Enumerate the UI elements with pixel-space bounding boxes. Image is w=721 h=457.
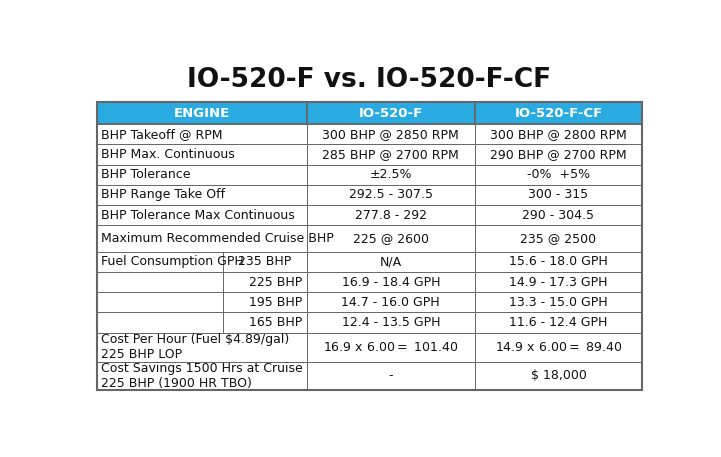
Text: 12.4 - 13.5 GPH: 12.4 - 13.5 GPH <box>342 316 440 329</box>
FancyBboxPatch shape <box>97 185 307 205</box>
FancyBboxPatch shape <box>307 205 474 225</box>
FancyBboxPatch shape <box>474 102 642 124</box>
FancyBboxPatch shape <box>307 185 474 205</box>
Text: IO-520-F: IO-520-F <box>358 107 423 120</box>
Text: $ 18,000: $ 18,000 <box>531 369 586 383</box>
Text: BHP Tolerance: BHP Tolerance <box>101 168 191 181</box>
Text: Fuel Consumption GPH: Fuel Consumption GPH <box>101 255 244 268</box>
FancyBboxPatch shape <box>97 205 307 225</box>
FancyBboxPatch shape <box>97 272 307 292</box>
FancyBboxPatch shape <box>97 225 307 252</box>
Text: 225 BHP: 225 BHP <box>249 276 302 288</box>
Text: BHP Takeoff @ RPM: BHP Takeoff @ RPM <box>101 128 223 141</box>
FancyBboxPatch shape <box>474 313 642 333</box>
Text: 292.5 - 307.5: 292.5 - 307.5 <box>349 188 433 202</box>
Text: ENGINE: ENGINE <box>174 107 230 120</box>
Text: 300 - 315: 300 - 315 <box>528 188 588 202</box>
FancyBboxPatch shape <box>474 144 642 165</box>
FancyBboxPatch shape <box>97 102 307 124</box>
FancyBboxPatch shape <box>97 144 307 165</box>
Text: 16.9 - 18.4 GPH: 16.9 - 18.4 GPH <box>342 276 440 288</box>
FancyBboxPatch shape <box>474 272 642 292</box>
FancyBboxPatch shape <box>307 292 474 313</box>
Text: 195 BHP: 195 BHP <box>249 296 302 309</box>
Text: 277.8 - 292: 277.8 - 292 <box>355 209 427 222</box>
Text: 14.9 x $6.00 = $ 89.40: 14.9 x $6.00 = $ 89.40 <box>495 340 622 354</box>
Text: 235 @ 2500: 235 @ 2500 <box>521 232 596 245</box>
Text: 14.7 - 16.0 GPH: 14.7 - 16.0 GPH <box>342 296 440 309</box>
FancyBboxPatch shape <box>307 313 474 333</box>
Text: BHP Max. Continuous: BHP Max. Continuous <box>101 148 235 161</box>
FancyBboxPatch shape <box>474 205 642 225</box>
Text: ±2.5%: ±2.5% <box>370 168 412 181</box>
FancyBboxPatch shape <box>307 252 474 272</box>
FancyBboxPatch shape <box>474 124 642 144</box>
FancyBboxPatch shape <box>474 185 642 205</box>
FancyBboxPatch shape <box>307 124 474 144</box>
Text: 165 BHP: 165 BHP <box>249 316 302 329</box>
FancyBboxPatch shape <box>307 102 474 124</box>
FancyBboxPatch shape <box>97 252 307 272</box>
Text: IO-520-F vs. IO-520-F-CF: IO-520-F vs. IO-520-F-CF <box>187 67 552 93</box>
FancyBboxPatch shape <box>307 272 474 292</box>
Text: 11.6 - 12.4 GPH: 11.6 - 12.4 GPH <box>509 316 608 329</box>
FancyBboxPatch shape <box>307 225 474 252</box>
FancyBboxPatch shape <box>474 361 642 390</box>
FancyBboxPatch shape <box>307 333 474 361</box>
Text: IO-520-F-CF: IO-520-F-CF <box>514 107 603 120</box>
FancyBboxPatch shape <box>307 165 474 185</box>
Text: 16.9 x $6.00 = $ 101.40: 16.9 x $6.00 = $ 101.40 <box>323 340 459 354</box>
FancyBboxPatch shape <box>474 252 642 272</box>
FancyBboxPatch shape <box>474 292 642 313</box>
FancyBboxPatch shape <box>97 361 307 390</box>
Text: -0%  +5%: -0% +5% <box>527 168 590 181</box>
Text: 300 BHP @ 2800 RPM: 300 BHP @ 2800 RPM <box>490 128 627 141</box>
Text: 290 - 304.5: 290 - 304.5 <box>523 209 595 222</box>
FancyBboxPatch shape <box>474 333 642 361</box>
Text: 225 @ 2600: 225 @ 2600 <box>353 232 429 245</box>
Text: Maximum Recommended Cruise BHP: Maximum Recommended Cruise BHP <box>101 232 334 245</box>
Text: 285 BHP @ 2700 RPM: 285 BHP @ 2700 RPM <box>322 148 459 161</box>
Text: -: - <box>389 369 393 383</box>
Text: 235 BHP: 235 BHP <box>238 255 291 268</box>
Text: BHP Tolerance Max Continuous: BHP Tolerance Max Continuous <box>101 209 295 222</box>
FancyBboxPatch shape <box>97 333 307 361</box>
Text: 14.9 - 17.3 GPH: 14.9 - 17.3 GPH <box>509 276 608 288</box>
Text: 290 BHP @ 2700 RPM: 290 BHP @ 2700 RPM <box>490 148 627 161</box>
Text: 15.6 - 18.0 GPH: 15.6 - 18.0 GPH <box>509 255 608 268</box>
Text: BHP Range Take Off: BHP Range Take Off <box>101 188 226 202</box>
FancyBboxPatch shape <box>97 165 307 185</box>
FancyBboxPatch shape <box>97 124 307 144</box>
Text: 13.3 - 15.0 GPH: 13.3 - 15.0 GPH <box>509 296 608 309</box>
FancyBboxPatch shape <box>97 313 307 333</box>
FancyBboxPatch shape <box>307 144 474 165</box>
Text: 300 BHP @ 2850 RPM: 300 BHP @ 2850 RPM <box>322 128 459 141</box>
FancyBboxPatch shape <box>474 225 642 252</box>
FancyBboxPatch shape <box>97 292 307 313</box>
FancyBboxPatch shape <box>474 165 642 185</box>
Text: Cost Per Hour (Fuel $4.89/gal)
225 BHP LOP: Cost Per Hour (Fuel $4.89/gal) 225 BHP L… <box>101 333 290 361</box>
Text: Cost Savings 1500 Hrs at Cruise
225 BHP (1900 HR TBO): Cost Savings 1500 Hrs at Cruise 225 BHP … <box>101 362 303 390</box>
FancyBboxPatch shape <box>307 361 474 390</box>
Text: N/A: N/A <box>380 255 402 268</box>
